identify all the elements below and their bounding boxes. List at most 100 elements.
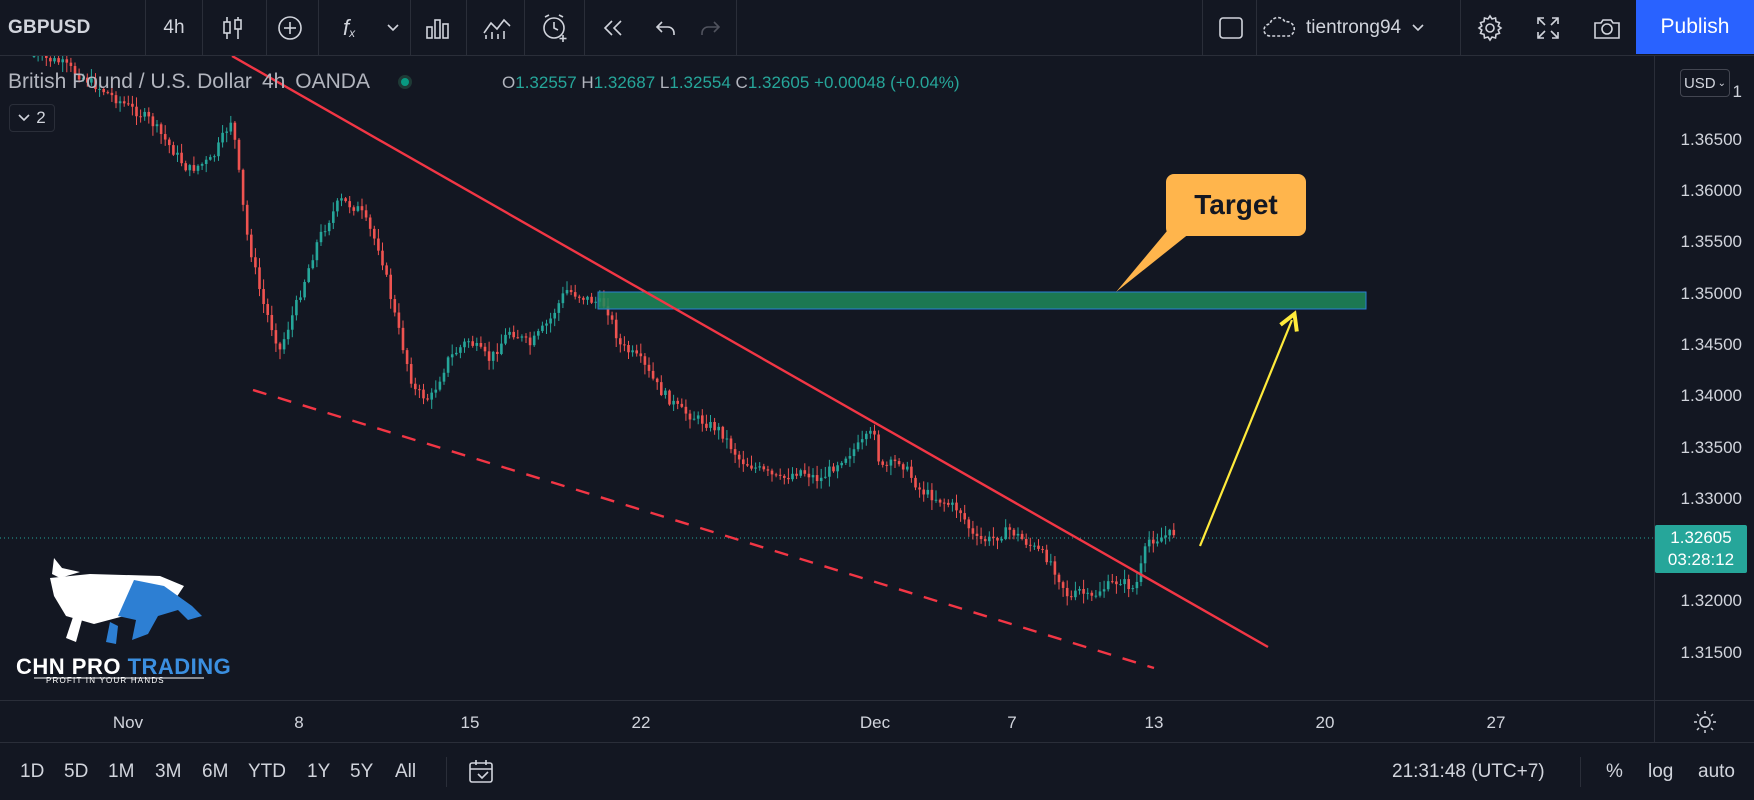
candle-body bbox=[696, 415, 700, 419]
price-tick: 1.33500 bbox=[1680, 438, 1742, 457]
candle-body bbox=[729, 438, 733, 450]
candle-body bbox=[586, 296, 589, 300]
candle-body bbox=[528, 337, 532, 346]
candle-body bbox=[1106, 581, 1110, 590]
candle-body bbox=[959, 510, 962, 514]
candle-body bbox=[368, 217, 372, 229]
time-tick: 22 bbox=[631, 713, 651, 732]
range-5y-button[interactable]: 5Y bbox=[350, 761, 374, 782]
compare-icon[interactable] bbox=[480, 0, 514, 56]
candle-body bbox=[508, 331, 511, 335]
range-ytd-button[interactable]: YTD bbox=[248, 761, 286, 782]
auto-scale-toggle[interactable]: auto bbox=[1698, 761, 1735, 782]
candle-body bbox=[45, 56, 48, 58]
candle-body bbox=[627, 345, 630, 353]
candle-body bbox=[832, 466, 835, 472]
time-tick: 13 bbox=[1144, 713, 1164, 732]
projection-arrow[interactable] bbox=[1198, 310, 1299, 547]
candle-body bbox=[491, 351, 495, 361]
candle-body bbox=[61, 59, 64, 63]
descending-trendline[interactable] bbox=[231, 56, 1269, 649]
alert-icon[interactable] bbox=[538, 0, 572, 56]
candle-body bbox=[951, 502, 954, 505]
candle-body bbox=[979, 535, 983, 540]
candle-body bbox=[537, 331, 540, 336]
axis-settings-icon[interactable] bbox=[1654, 700, 1754, 742]
candle-body bbox=[114, 95, 118, 104]
candle-body bbox=[1045, 549, 1048, 563]
camera-icon[interactable] bbox=[1590, 0, 1624, 56]
target-zone[interactable] bbox=[597, 291, 1367, 310]
publish-button[interactable]: Publish bbox=[1636, 0, 1754, 54]
candle-body bbox=[229, 122, 233, 132]
candle-body bbox=[668, 390, 671, 405]
user-menu-button[interactable]: tientrong94 bbox=[1262, 0, 1462, 56]
range-3m-button[interactable]: 3M bbox=[155, 761, 182, 782]
candles-icon[interactable] bbox=[218, 0, 248, 56]
range-5d-button[interactable]: 5D bbox=[64, 761, 89, 782]
range-6m-button[interactable]: 6M bbox=[202, 761, 229, 782]
candle-body bbox=[364, 210, 368, 218]
candle-body bbox=[180, 152, 183, 164]
layout-square-icon[interactable] bbox=[1216, 0, 1246, 56]
close-value: 1.32605 bbox=[747, 73, 810, 92]
symbol-search-button[interactable]: GBPUSD bbox=[8, 17, 91, 38]
candle-body bbox=[1160, 537, 1163, 542]
timezone-clock[interactable]: 21:31:48 (UTC+7) bbox=[1392, 761, 1545, 782]
current-price-value: 1.32605 bbox=[1670, 528, 1732, 547]
range-1d-button[interactable]: 1D bbox=[20, 761, 45, 782]
indicators-toggle-button[interactable]: 2 bbox=[9, 104, 55, 132]
candle-body bbox=[213, 156, 216, 158]
candle-body bbox=[504, 334, 507, 344]
candle-body bbox=[918, 487, 921, 490]
candle-body bbox=[754, 467, 757, 469]
chart-pane[interactable] bbox=[0, 56, 1654, 700]
candle-body bbox=[77, 73, 81, 80]
candle-body bbox=[1098, 591, 1102, 596]
interval-button[interactable]: 4h bbox=[163, 17, 185, 38]
candle-body bbox=[209, 157, 212, 160]
range-1y-button[interactable]: 1Y bbox=[307, 761, 331, 782]
candle-body bbox=[110, 92, 114, 96]
price-tick: 1 bbox=[1732, 82, 1742, 101]
log-scale-toggle[interactable]: log bbox=[1648, 761, 1674, 782]
currency-select[interactable]: USD ⌄ bbox=[1680, 69, 1730, 97]
date-range-icon[interactable] bbox=[468, 759, 496, 790]
gear-icon[interactable] bbox=[1474, 0, 1506, 56]
market-status-icon[interactable] bbox=[397, 75, 412, 89]
candle-body bbox=[90, 78, 93, 83]
percent-scale-toggle[interactable]: % bbox=[1606, 761, 1623, 782]
replay-icon[interactable] bbox=[598, 0, 628, 56]
time-axis[interactable]: Nov 8 15 22 Dec 7 13 20 27 bbox=[0, 700, 1654, 742]
support-dashed-line[interactable] bbox=[252, 388, 1155, 670]
candle-body bbox=[975, 533, 979, 536]
candle-body bbox=[725, 438, 729, 440]
bars-template-icon[interactable] bbox=[422, 0, 454, 56]
candle-body bbox=[438, 381, 442, 390]
target-callout[interactable]: Target bbox=[1166, 174, 1306, 236]
candle-body bbox=[393, 299, 397, 313]
bar-countdown: 03:28:12 bbox=[1667, 550, 1735, 569]
chevron-down-icon[interactable] bbox=[382, 0, 404, 56]
price-axis[interactable]: 1 1.36500 1.36000 1.35500 1.35000 1.3450… bbox=[1654, 56, 1754, 700]
candle-body bbox=[143, 111, 146, 117]
candle-body bbox=[307, 268, 310, 282]
candle-body bbox=[98, 88, 101, 90]
time-tick: 8 bbox=[294, 713, 304, 732]
redo-icon[interactable] bbox=[696, 0, 724, 56]
candle-body bbox=[660, 382, 663, 395]
candle-body bbox=[356, 206, 360, 211]
candle-body bbox=[1152, 539, 1155, 544]
undo-icon[interactable] bbox=[652, 0, 680, 56]
range-1m-button[interactable]: 1M bbox=[108, 761, 135, 782]
candle-body bbox=[549, 318, 552, 324]
candle-body bbox=[352, 207, 356, 211]
candle-body bbox=[483, 346, 487, 352]
toolbar-divider bbox=[1202, 0, 1203, 56]
candle-body bbox=[819, 477, 823, 482]
fullscreen-icon[interactable] bbox=[1532, 0, 1564, 56]
range-all-button[interactable]: All bbox=[395, 761, 417, 782]
low-value: 1.32554 bbox=[669, 73, 731, 92]
add-indicator-icon[interactable] bbox=[274, 0, 306, 56]
